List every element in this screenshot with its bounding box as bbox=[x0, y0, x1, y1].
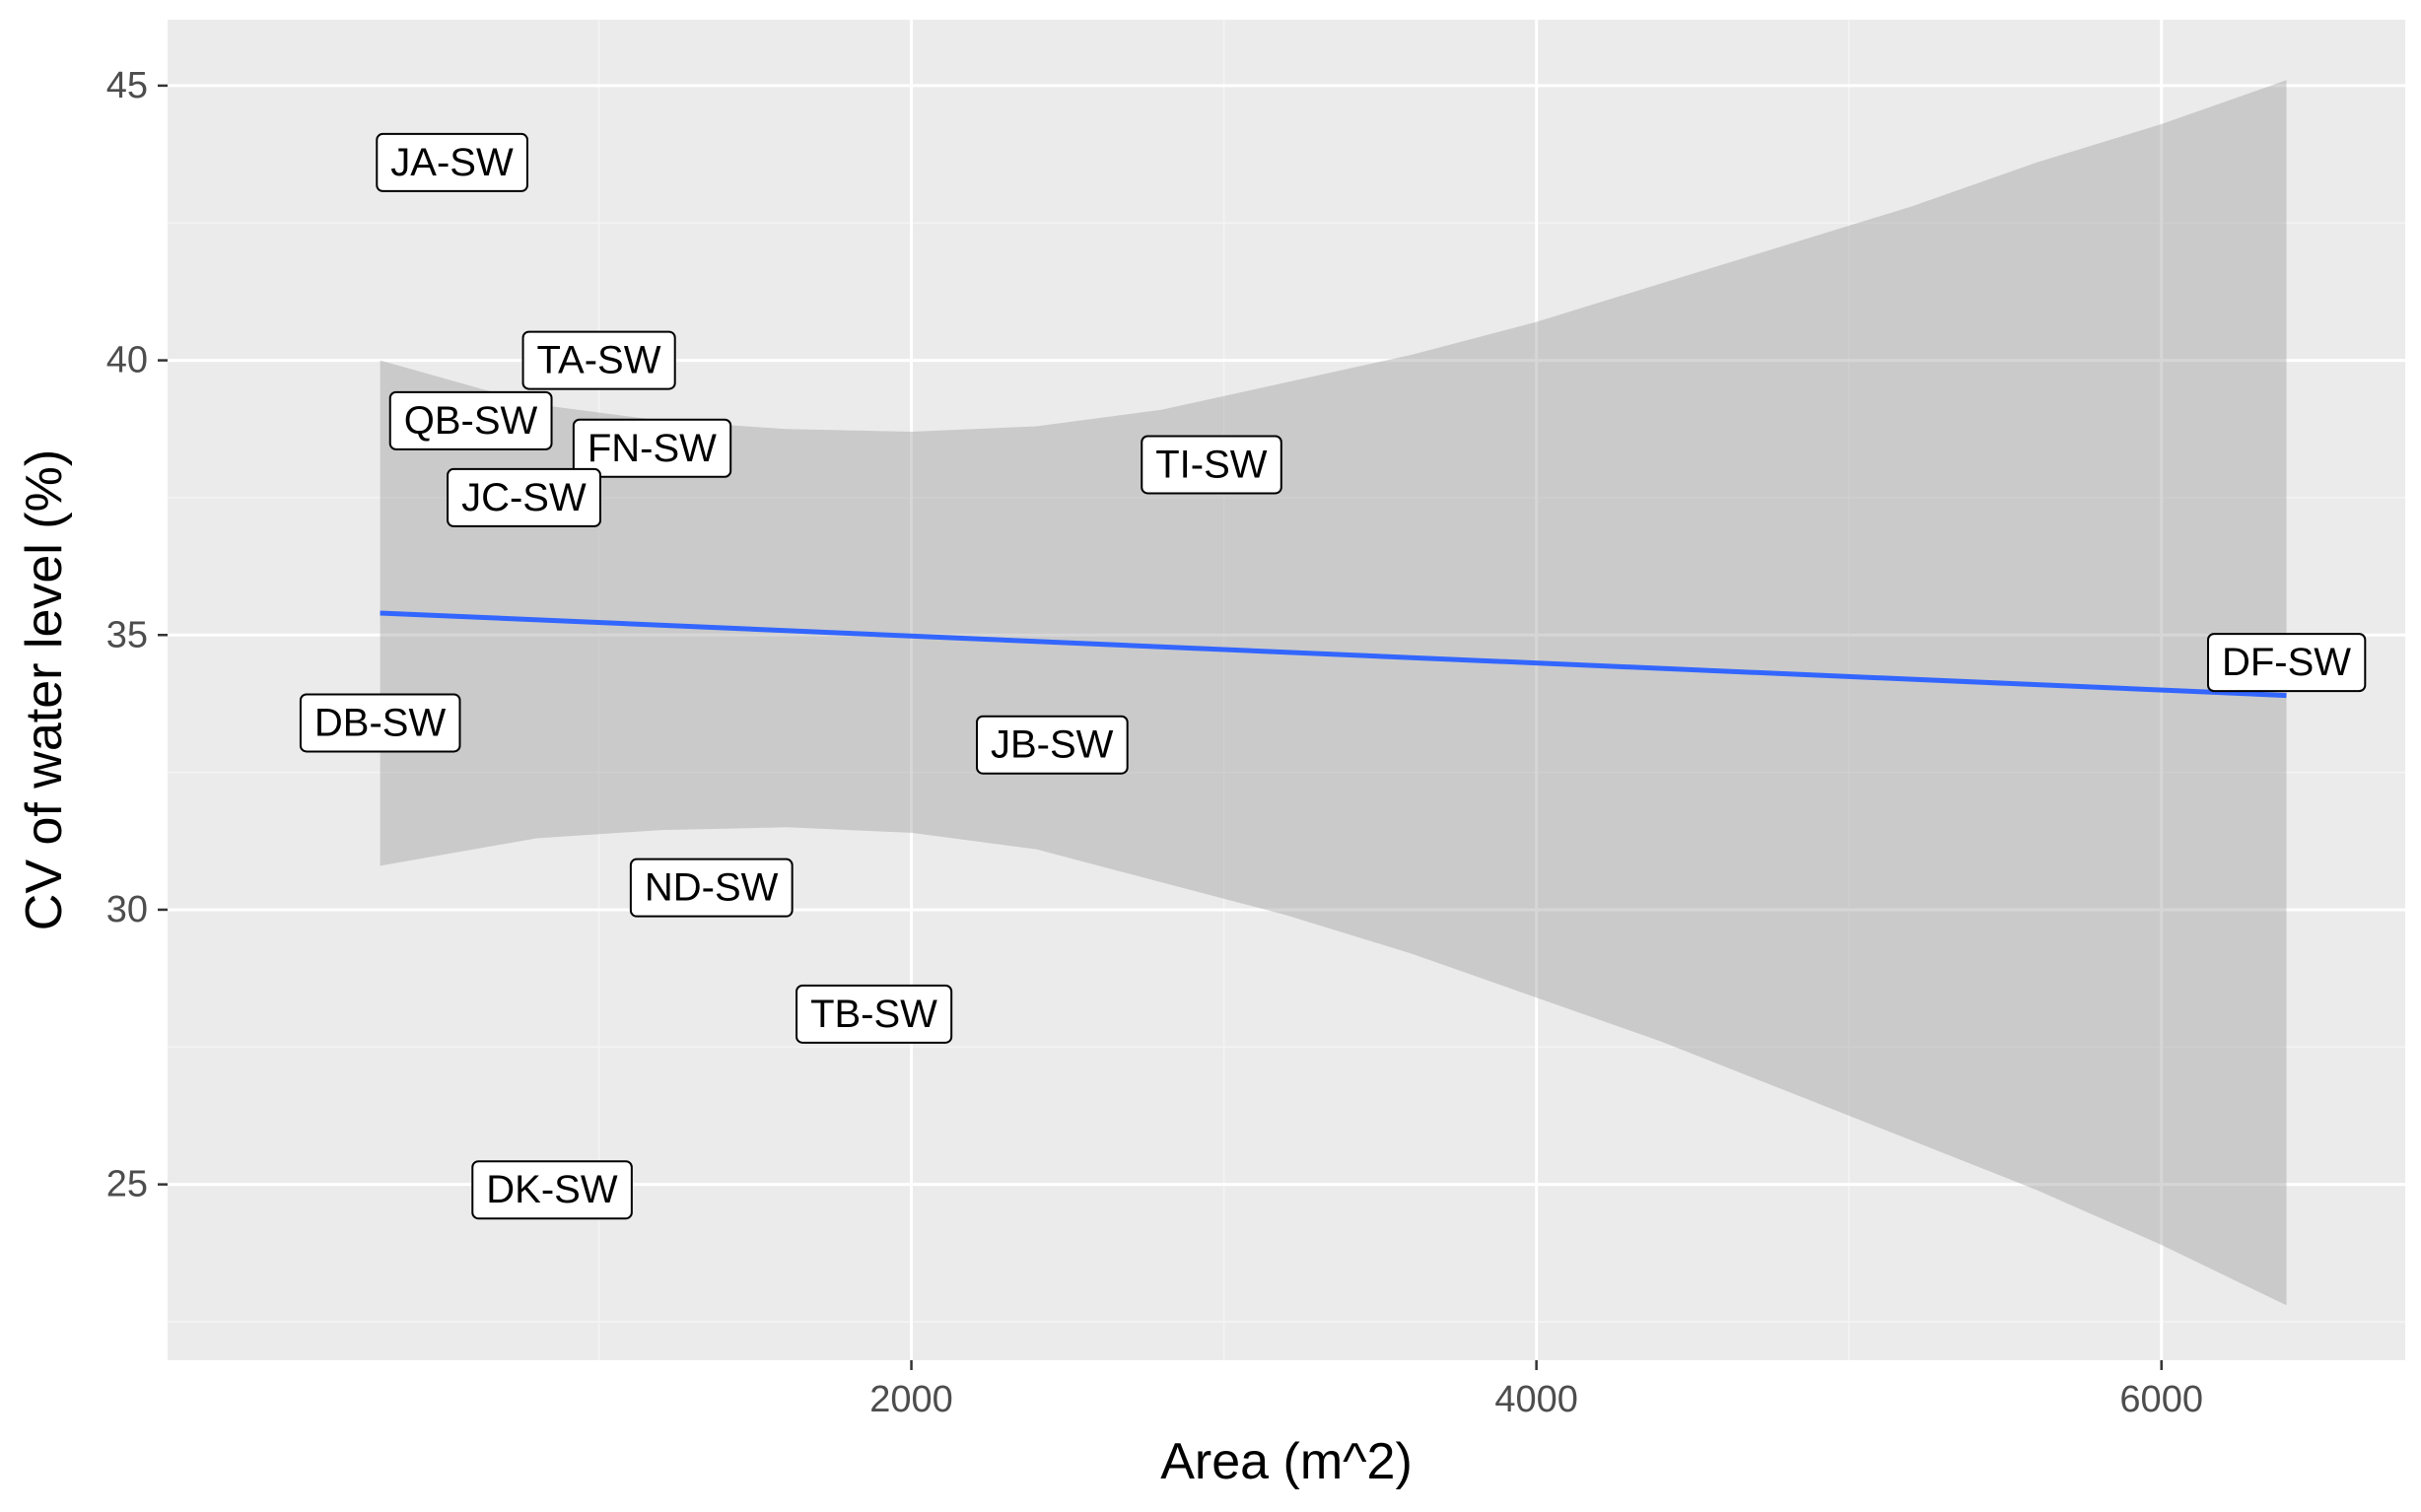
point-label-box bbox=[521, 330, 676, 390]
point-label-text: TA-SW bbox=[537, 339, 661, 382]
point-label-box bbox=[447, 467, 601, 527]
trend-line-layer bbox=[380, 610, 2287, 699]
point-label-box bbox=[376, 132, 528, 192]
point-label: DF-SW bbox=[2206, 633, 2367, 693]
point-label: QB-SW bbox=[388, 390, 553, 450]
plot-panel bbox=[168, 20, 2405, 1360]
point-label-text: DK-SW bbox=[486, 1168, 618, 1211]
y-tick-label: 45 bbox=[106, 65, 148, 106]
point-label-text: JA-SW bbox=[390, 141, 514, 184]
x-axis: 2000 4000 6000 bbox=[869, 1360, 2203, 1420]
confidence-band-layer bbox=[380, 80, 2287, 1306]
point-label-box bbox=[2206, 633, 2367, 693]
y-tick-label: 35 bbox=[106, 614, 148, 655]
point-label: DB-SW bbox=[299, 693, 461, 753]
minor-gridlines bbox=[168, 20, 2405, 1360]
point-label-text: TB-SW bbox=[810, 993, 937, 1036]
confidence-band bbox=[380, 80, 2287, 1306]
point-label-text: QB-SW bbox=[404, 399, 538, 443]
point-label-box bbox=[1141, 435, 1282, 495]
point-label: JC-SW bbox=[447, 467, 601, 527]
point-label-box bbox=[388, 390, 553, 450]
y-tick-label: 40 bbox=[106, 340, 148, 381]
y-tick-label: 25 bbox=[106, 1164, 148, 1205]
point-label: FN-SW bbox=[572, 418, 732, 478]
y-axis-title: CV of water level (%) bbox=[16, 449, 73, 930]
x-tick-label: 6000 bbox=[2119, 1379, 2203, 1420]
x-axis-title: Area (m^2) bbox=[1160, 1433, 1413, 1490]
point-label: DK-SW bbox=[471, 1160, 633, 1220]
point-label-box bbox=[629, 858, 794, 918]
point-label-text: JC-SW bbox=[461, 476, 587, 519]
point-label: ND-SW bbox=[629, 858, 794, 918]
point-label: JA-SW bbox=[376, 132, 528, 192]
x-tick-label: 2000 bbox=[869, 1379, 953, 1420]
point-label: TA-SW bbox=[521, 330, 676, 390]
point-label-box bbox=[299, 693, 461, 753]
point-label-box bbox=[795, 984, 953, 1044]
point-label: TI-SW bbox=[1141, 435, 1282, 495]
point-label-box bbox=[572, 418, 732, 478]
point-label-text: TI-SW bbox=[1155, 443, 1268, 486]
x-tick-label: 4000 bbox=[1494, 1379, 1578, 1420]
point-label: JB-SW bbox=[976, 715, 1129, 775]
y-tick-label: 30 bbox=[106, 889, 148, 930]
y-axis: 25 30 35 40 45 bbox=[106, 65, 168, 1205]
point-label-text: FN-SW bbox=[588, 427, 717, 470]
point-label-text: DB-SW bbox=[314, 701, 447, 744]
point-label-text: DF-SW bbox=[2222, 641, 2351, 684]
point-label: TB-SW bbox=[795, 984, 953, 1044]
trend-line bbox=[380, 610, 2287, 699]
point-label-text: ND-SW bbox=[645, 866, 779, 910]
point-label-box bbox=[976, 715, 1129, 775]
point-label-text: JB-SW bbox=[991, 723, 1114, 767]
point-label-box bbox=[471, 1160, 633, 1220]
